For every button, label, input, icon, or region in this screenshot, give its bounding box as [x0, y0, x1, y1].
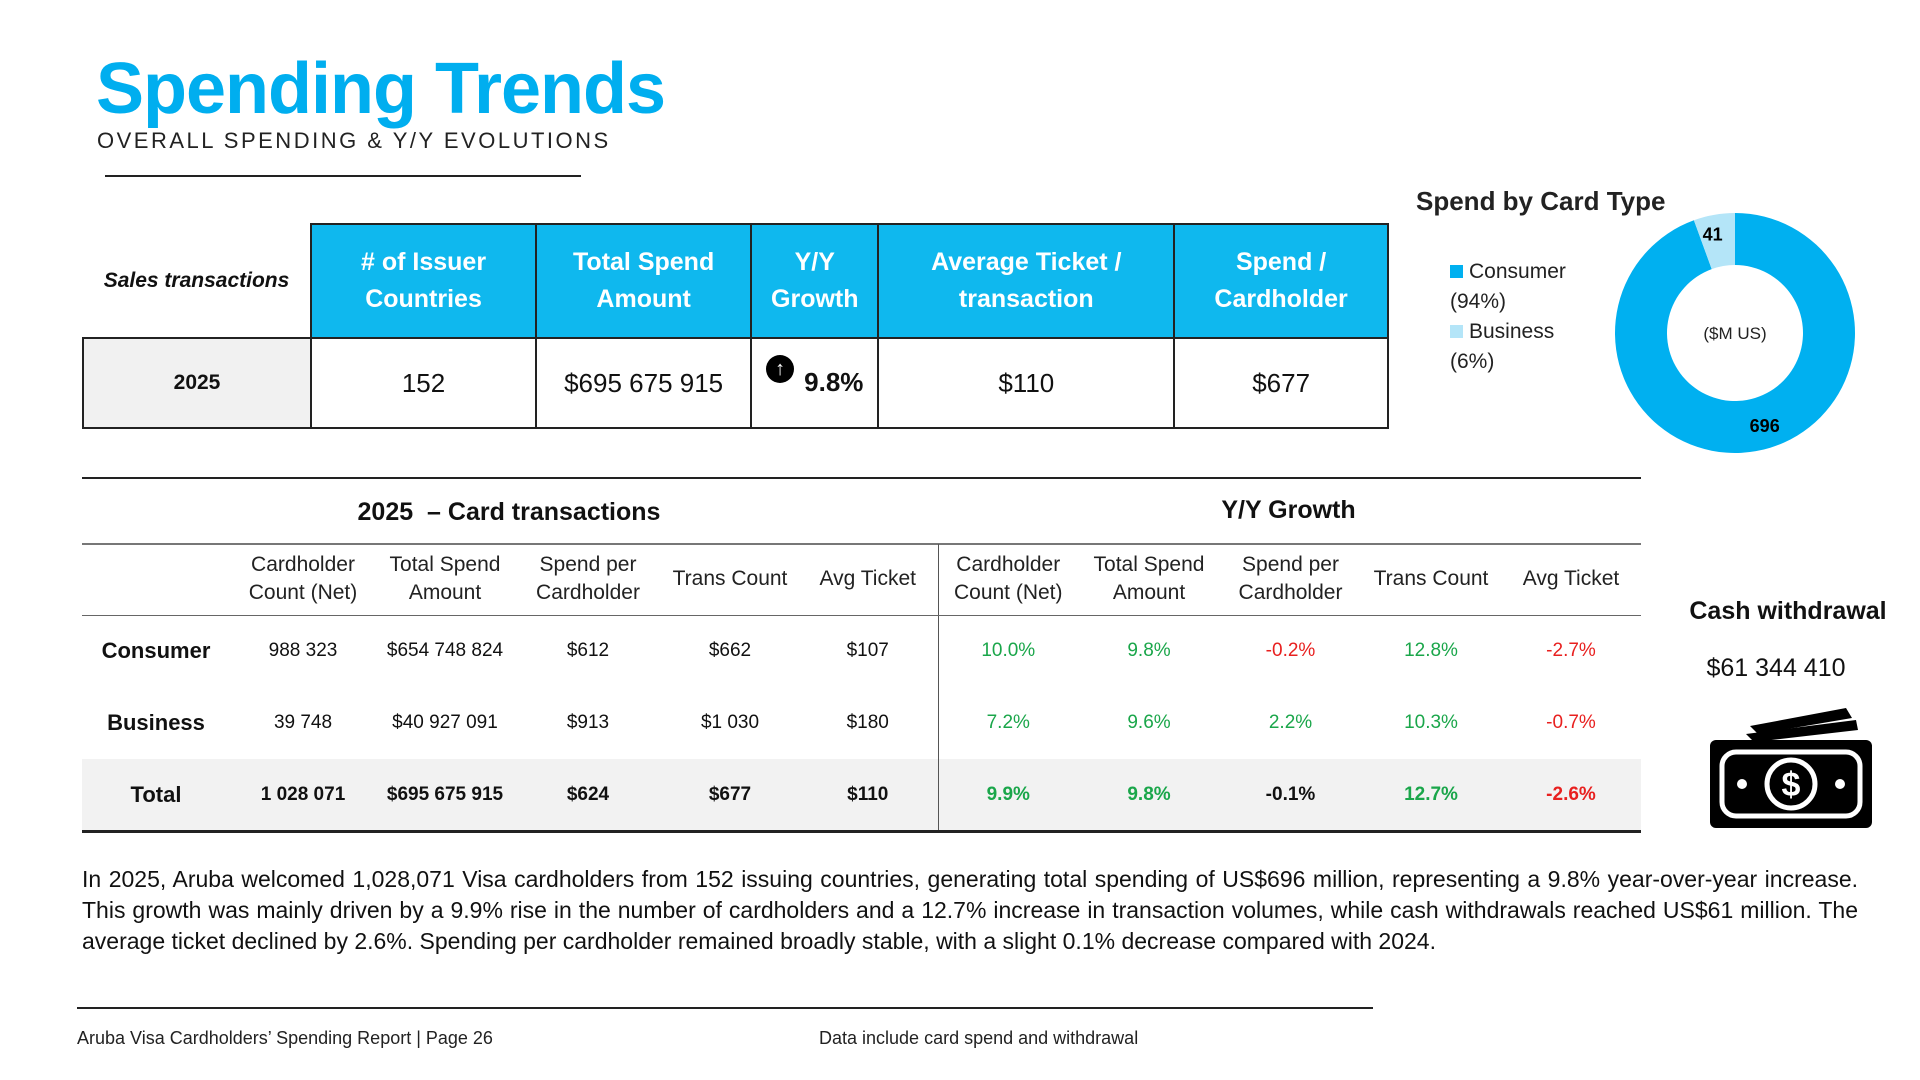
value-cell: $913 [566, 712, 610, 733]
table-row: Consumer 988 323 $654 748 824 $612 $662 $107 1… [82, 615, 1641, 687]
page-title: Spending Trends [96, 49, 666, 129]
empty-header [82, 544, 230, 616]
row-label: Consumer [101, 638, 211, 664]
donut-chart: 696 41 ($M US) [1615, 213, 1855, 453]
cash-withdrawal-title: Cash withdrawal [1689, 597, 1887, 625]
donut-slice-consumer [1615, 213, 1855, 453]
avg-ticket-cell: $110 [877, 337, 1176, 429]
legend-item-consumer: Consumer (94%) [1450, 257, 1590, 317]
table-header-row: Cardholder Count (Net) Total Spend Amount… [82, 544, 1641, 616]
footer-note: Data include card spend and withdrawal [819, 1028, 1139, 1048]
col-header: Spend per Cardholder [1220, 544, 1361, 616]
value-cell: $612 [566, 640, 610, 662]
table-row: Total 1 028 071 $695 675 915 $624 $677 $110 9.… [82, 759, 1641, 831]
corner-label: Sales transactions [83, 224, 312, 339]
col-header: Y/Y Growth [750, 223, 880, 339]
growth-cell: 12.7% [1361, 759, 1501, 831]
growth-cell: 9.8% [1127, 640, 1171, 662]
card-transactions-table: Cardholder Count (Net) Total Spend Amount… [82, 544, 1641, 831]
value-cell: 988 323 [268, 640, 338, 662]
footer-page-label: Aruba Visa Cardholders’ Spending Report … [77, 1028, 493, 1048]
legend-label: Consumer (94%) [1450, 260, 1566, 313]
data-label: 696 [1750, 416, 1780, 436]
year-cell: 2025 [82, 337, 312, 429]
table-bottom-line [82, 830, 1641, 833]
growth-cell: 10.0% [937, 615, 1078, 687]
value-cell: $677 [662, 759, 798, 831]
col-header: Avg Ticket [1501, 544, 1641, 616]
col-header: Trans Count [662, 544, 798, 616]
col-header: Total Spend Amount [1078, 544, 1220, 616]
value-cell: $624 [514, 759, 662, 831]
col-header: Avg Ticket [798, 544, 938, 616]
legend-item-business: Business (6%) [1450, 317, 1590, 377]
row-label: Business [107, 710, 205, 735]
growth-cell: -2.6% [1501, 759, 1641, 831]
col-header: Average Ticket / transaction [877, 223, 1176, 339]
col-header: Cardholder Count (Net) [937, 544, 1078, 616]
legend-label: Business (6%) [1450, 320, 1555, 373]
countries-cell: 152 [309, 337, 538, 429]
cash-money-icon: $ [1710, 708, 1872, 828]
yy-growth-title: Y/Y Growth [1221, 496, 1356, 524]
arrow-up-circle-icon: ↑ [766, 355, 795, 383]
col-header: Total Spend Amount [376, 544, 514, 616]
value-cell: 39 748 [273, 712, 333, 733]
yy-growth-cell: ↑ 9.8% [750, 337, 880, 429]
row-label: Total [82, 759, 230, 831]
value-cell: $40 927 091 [392, 712, 498, 733]
spend-per-cardholder-cell: $677 [1173, 337, 1389, 429]
value-cell: $180 [846, 712, 889, 733]
cash-withdrawal-amount: $61 344 410 [1706, 654, 1846, 682]
growth-cell: 7.2% [937, 687, 1078, 759]
summary-table: Sales transactions # of Issuer Countries… [82, 223, 1389, 429]
data-label: 41 [1703, 225, 1723, 245]
legend-swatch [1450, 325, 1463, 338]
col-header: Spend / Cardholder [1173, 223, 1389, 339]
col-header: # of Issuer Countries [309, 223, 538, 339]
col-header: Total Spend Amount [535, 223, 753, 339]
growth-cell: 2.2% [1268, 712, 1313, 733]
growth-cell: 9.8% [1078, 759, 1220, 831]
growth-cell: -0.7% [1546, 712, 1596, 733]
growth-cell: 10.3% [1404, 712, 1458, 733]
section-divider [82, 477, 1641, 479]
growth-cell: 12.8% [1404, 640, 1458, 662]
total-spend-cell: $695 675 915 [535, 337, 753, 429]
chart-legend: Consumer (94%) Business (6%) [1450, 257, 1590, 377]
donut-chart-title: Spend by Card Type [1416, 186, 1666, 216]
growth-cell: 9.9% [937, 759, 1078, 831]
summary-paragraph: In 2025, Aruba welcomed 1,028,071 Visa c… [82, 866, 1858, 954]
footer-divider [77, 1007, 1373, 1009]
value-cell: $695 675 915 [376, 759, 514, 831]
value-cell: $107 [846, 640, 889, 662]
title-divider [105, 175, 581, 177]
header-top-line [82, 543, 1641, 545]
growth-cell: -0.2% [1265, 640, 1316, 662]
center-label: ($M US) [1703, 324, 1766, 343]
table-row: Business 39 748 $40 927 091 $913 $1 030 $180 7… [82, 687, 1641, 759]
value-cell: 1 028 071 [230, 759, 376, 831]
svg-text:$: $ [1782, 766, 1801, 804]
page-subtitle: OVERALL SPENDING & Y/Y EVOLUTIONS [97, 128, 611, 153]
card-transactions-title: 2025 – Card transactions [357, 498, 661, 526]
col-header: Spend per Cardholder [514, 544, 662, 616]
value-cell: $1 030 [700, 712, 760, 733]
yy-growth-value: 9.8% [804, 367, 864, 397]
col-header: Cardholder Count (Net) [230, 544, 376, 616]
value-cell: $654 748 824 [386, 640, 504, 662]
donut-slice-business [1693, 213, 1735, 270]
growth-cell: -0.1% [1220, 759, 1361, 831]
col-header: Trans Count [1361, 544, 1501, 616]
growth-cell: 9.6% [1127, 712, 1171, 733]
value-cell: $110 [798, 759, 938, 831]
legend-swatch [1450, 265, 1463, 278]
value-cell: $662 [708, 640, 752, 662]
growth-cell: -2.7% [1546, 640, 1596, 662]
